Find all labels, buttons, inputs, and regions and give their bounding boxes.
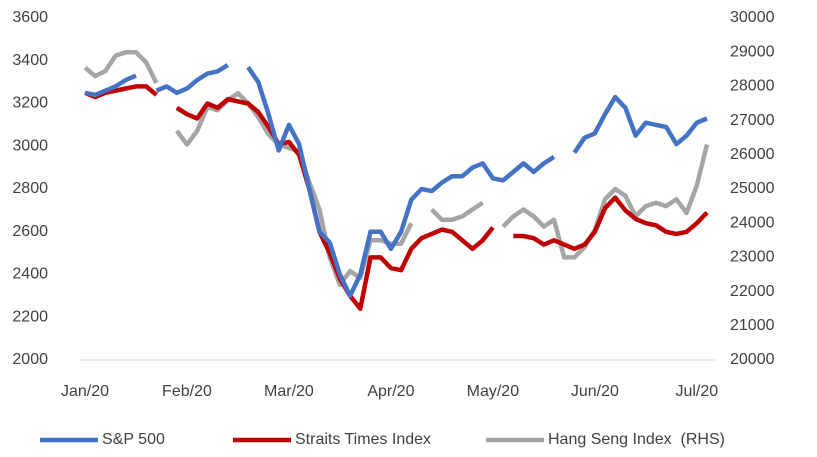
y-tick-label: 3600 (12, 9, 48, 26)
y-tick-label: 2600 (12, 223, 48, 240)
legend-label: Straits Times Index (295, 431, 431, 448)
y2-tick-label: 25000 (730, 180, 775, 197)
y2-tick-label: 29000 (730, 43, 775, 60)
y2-tick-label: 23000 (730, 249, 775, 266)
y2-tick-label: 24000 (730, 214, 775, 231)
x-tick-label: Mar/20 (264, 383, 314, 400)
y2-tick-label: 21000 (730, 317, 775, 334)
legend-label: Hang Seng Index (RHS) (548, 431, 725, 448)
x-tick-label: Jul/20 (675, 383, 718, 400)
y2-tick-label: 20000 (730, 351, 775, 368)
series-line (83, 49, 710, 288)
y-tick-label: 2800 (12, 180, 48, 197)
y2-tick-label: 30000 (730, 9, 775, 26)
x-tick-label: May/20 (467, 383, 520, 400)
y-tick-label: 2200 (12, 308, 48, 325)
y-tick-label: 2000 (12, 351, 48, 368)
legend-label: S&P 500 (102, 431, 165, 448)
y2-tick-label: 28000 (730, 78, 775, 95)
y2-tick-label: 27000 (730, 112, 775, 129)
y-tick-label: 3200 (12, 95, 48, 112)
y-tick-label: 3000 (12, 137, 48, 154)
y-tick-label: 3400 (12, 52, 48, 69)
x-tick-label: Jan/20 (61, 383, 109, 400)
y2-tick-label: 22000 (730, 283, 775, 300)
x-tick-label: Apr/20 (367, 383, 414, 400)
series-line (84, 84, 709, 311)
x-tick-label: Jun/20 (571, 383, 619, 400)
series-line (84, 63, 708, 299)
y-tick-label: 2400 (12, 266, 48, 283)
y2-tick-label: 26000 (730, 146, 775, 163)
x-tick-label: Feb/20 (162, 383, 212, 400)
